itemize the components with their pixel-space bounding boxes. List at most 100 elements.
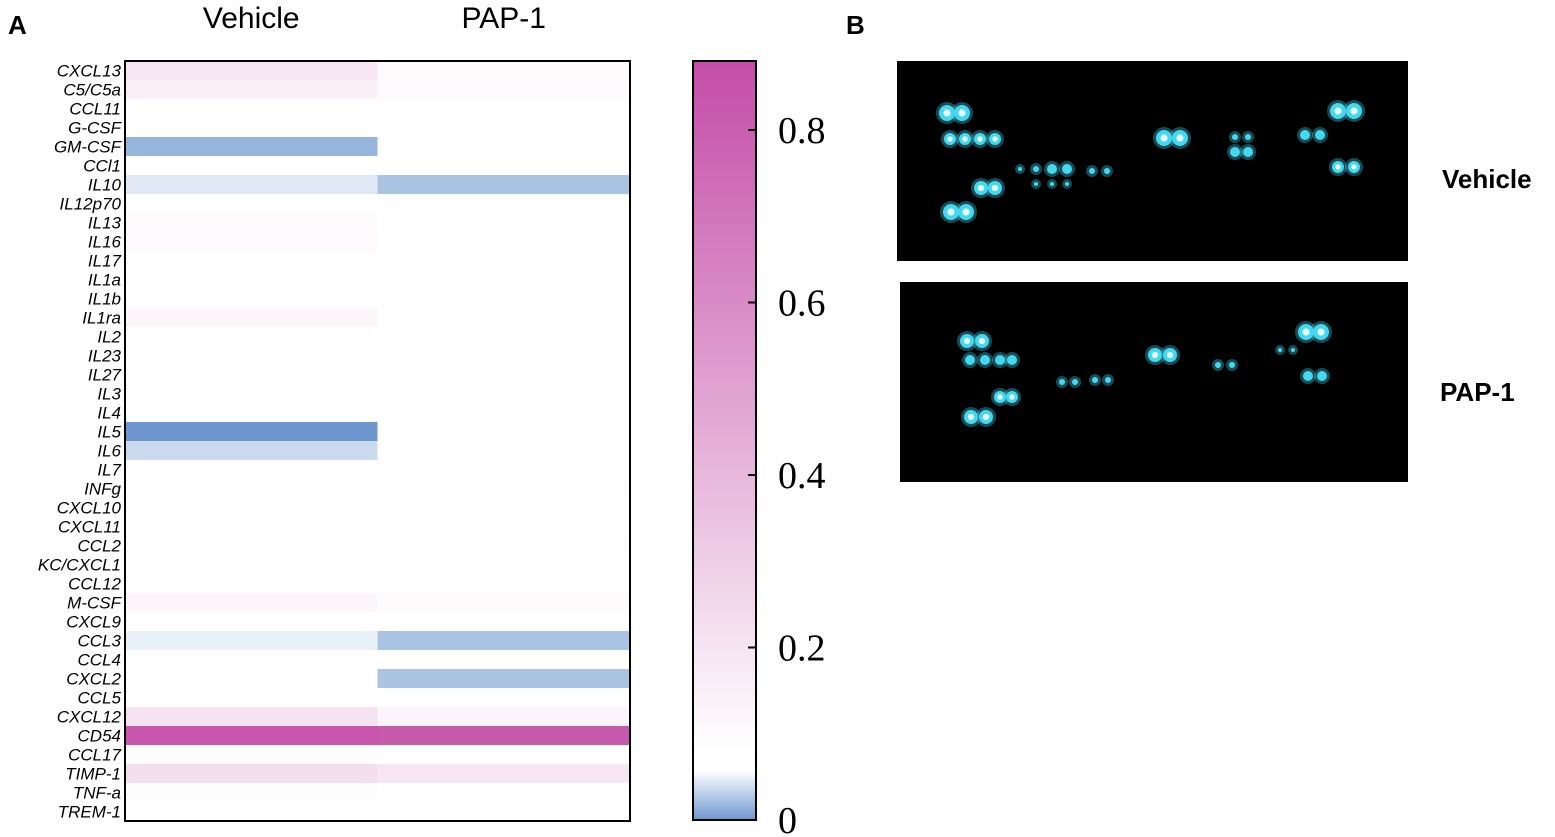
row-label: CXCL10 bbox=[57, 499, 122, 518]
heatmap-cell bbox=[125, 764, 378, 784]
blot-spot-core bbox=[962, 208, 970, 216]
row-label: IL17 bbox=[88, 252, 122, 271]
blot-spot bbox=[1050, 182, 1054, 186]
heatmap-cell bbox=[125, 612, 378, 632]
heatmap-cell bbox=[125, 270, 378, 290]
blot-spot-core bbox=[958, 109, 966, 117]
blot-spot-core bbox=[1335, 164, 1341, 170]
heatmap-cell bbox=[377, 745, 631, 765]
heatmap-cell bbox=[377, 327, 631, 347]
blot-spot bbox=[1062, 164, 1072, 174]
heatmap-cell bbox=[125, 479, 378, 499]
blot-spot-core bbox=[1176, 134, 1184, 142]
heatmap-cell bbox=[377, 384, 631, 404]
blot-spot bbox=[1278, 348, 1282, 352]
heatmap-cell bbox=[377, 783, 631, 803]
heatmap-cell bbox=[377, 137, 631, 157]
heatmap-cell bbox=[125, 232, 378, 252]
heatmap-cell bbox=[377, 707, 631, 727]
column-label: PAP-1 bbox=[462, 2, 546, 35]
row-label: IL2 bbox=[97, 328, 121, 347]
heatmap-cell bbox=[377, 118, 631, 138]
row-label: IL1a bbox=[88, 271, 121, 290]
blot-spot-core bbox=[1151, 351, 1159, 359]
blot-image bbox=[897, 61, 1408, 261]
row-label: M-CSF bbox=[67, 594, 122, 613]
heatmap-cell bbox=[377, 498, 631, 518]
row-label: CCL17 bbox=[68, 746, 121, 765]
row-label: CXCL11 bbox=[58, 518, 121, 537]
heatmap-cell bbox=[125, 156, 378, 176]
row-label: IL4 bbox=[97, 404, 121, 423]
heatmap-cell bbox=[125, 574, 378, 594]
row-label: KC/CXCL1 bbox=[38, 556, 121, 575]
heatmap-cell bbox=[125, 536, 378, 556]
row-label: IL23 bbox=[88, 347, 122, 366]
heatmap-cell bbox=[377, 441, 631, 461]
blot-spot bbox=[1230, 147, 1240, 157]
heatmap-cell bbox=[377, 802, 631, 822]
row-label: CCl1 bbox=[83, 157, 121, 176]
row-label: CCL4 bbox=[78, 651, 121, 670]
heatmap-cell bbox=[125, 517, 378, 537]
row-label: IL12p70 bbox=[60, 195, 122, 214]
blot-spot-core bbox=[977, 184, 985, 192]
heatmap-cell bbox=[125, 80, 378, 100]
row-label: IL1ra bbox=[82, 309, 121, 328]
blot-spot-core bbox=[977, 136, 983, 142]
row-label: CCL11 bbox=[69, 100, 121, 119]
row-label: IL1b bbox=[88, 290, 121, 309]
blot-spot-core bbox=[962, 136, 968, 142]
heatmap-cell bbox=[125, 403, 378, 423]
blot-spot bbox=[1072, 379, 1078, 385]
blot-spot bbox=[1291, 348, 1295, 352]
row-label: IL3 bbox=[97, 385, 121, 404]
blot-spot bbox=[1007, 355, 1017, 365]
heatmap-cell bbox=[125, 688, 378, 708]
heatmap-cell bbox=[125, 289, 378, 309]
blot-spot-core bbox=[982, 413, 990, 421]
row-label: C5/C5a bbox=[63, 81, 121, 100]
row-label: GM-CSF bbox=[54, 138, 123, 157]
blot-spot bbox=[1092, 377, 1098, 383]
blot-spot-core bbox=[997, 394, 1003, 400]
row-label: CCL2 bbox=[78, 537, 122, 556]
blot-spot bbox=[1034, 182, 1038, 186]
blot-label: Vehicle bbox=[1442, 164, 1532, 194]
row-label: INFg bbox=[84, 480, 121, 499]
heatmap-cell bbox=[125, 726, 378, 746]
row-label: IL10 bbox=[88, 176, 122, 195]
heatmap-cell bbox=[125, 99, 378, 119]
blot-spot-core bbox=[1334, 107, 1342, 115]
blot-spot bbox=[1232, 134, 1238, 140]
blot-spot-core bbox=[992, 136, 998, 142]
heatmap-cell bbox=[377, 479, 631, 499]
heatmap-cell bbox=[377, 593, 631, 613]
heatmap-cell bbox=[125, 498, 378, 518]
heatmap-cell bbox=[377, 232, 631, 252]
heatmap-cell bbox=[125, 61, 378, 81]
heatmap-cell bbox=[125, 441, 378, 461]
blot-spot-core bbox=[978, 337, 986, 345]
heatmap-cell bbox=[125, 707, 378, 727]
row-label: CCL5 bbox=[78, 689, 122, 708]
blot-spot bbox=[1065, 182, 1069, 186]
blot-spot-core bbox=[967, 413, 975, 421]
heatmap-cell bbox=[377, 213, 631, 233]
heatmap-cell bbox=[377, 688, 631, 708]
blot-spot-core bbox=[1351, 164, 1357, 170]
blot-spot bbox=[1300, 130, 1310, 140]
colorbar-tick-label: 0.2 bbox=[778, 628, 826, 670]
heatmap-cell bbox=[377, 422, 631, 442]
heatmap-cell bbox=[377, 156, 631, 176]
blot-spot bbox=[1047, 164, 1057, 174]
row-label: IL7 bbox=[97, 461, 121, 480]
blot-spot-core bbox=[947, 208, 955, 216]
row-label: IL5 bbox=[97, 423, 121, 442]
heatmap-cell bbox=[125, 251, 378, 271]
heatmap-cell bbox=[377, 574, 631, 594]
blot-spot bbox=[1303, 371, 1313, 381]
blot-spot-core bbox=[1317, 328, 1325, 336]
heatmap-cell bbox=[125, 327, 378, 347]
